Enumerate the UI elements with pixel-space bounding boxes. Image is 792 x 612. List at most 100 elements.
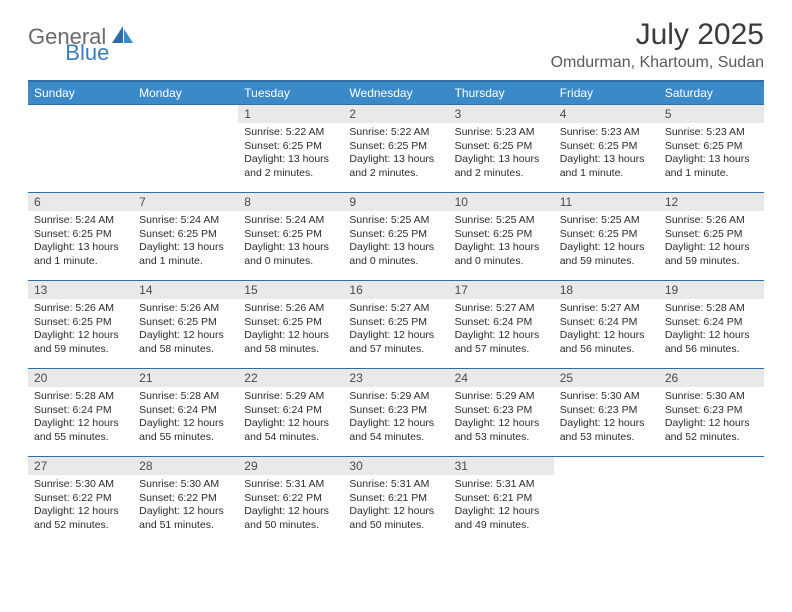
daylight-text: Daylight: 13 hours and 2 minutes. bbox=[244, 153, 337, 180]
day-cell: 16Sunrise: 5:27 AMSunset: 6:25 PMDayligh… bbox=[343, 281, 448, 369]
day-number: 11 bbox=[554, 193, 659, 211]
sunset-text: Sunset: 6:24 PM bbox=[34, 404, 127, 418]
day-number: 12 bbox=[659, 193, 764, 211]
sunset-text: Sunset: 6:24 PM bbox=[560, 316, 653, 330]
day-number: 22 bbox=[238, 369, 343, 387]
week-row: 27Sunrise: 5:30 AMSunset: 6:22 PMDayligh… bbox=[28, 457, 764, 545]
day-body: Sunrise: 5:26 AMSunset: 6:25 PMDaylight:… bbox=[238, 299, 343, 361]
daylight-text: Daylight: 12 hours and 50 minutes. bbox=[349, 505, 442, 532]
day-body: Sunrise: 5:31 AMSunset: 6:21 PMDaylight:… bbox=[449, 475, 554, 537]
daylight-text: Daylight: 13 hours and 0 minutes. bbox=[244, 241, 337, 268]
day-body: Sunrise: 5:23 AMSunset: 6:25 PMDaylight:… bbox=[554, 123, 659, 185]
sunset-text: Sunset: 6:22 PM bbox=[34, 492, 127, 506]
daylight-text: Daylight: 12 hours and 59 minutes. bbox=[665, 241, 758, 268]
sunrise-text: Sunrise: 5:26 AM bbox=[244, 302, 337, 316]
sunset-text: Sunset: 6:22 PM bbox=[244, 492, 337, 506]
sunrise-text: Sunrise: 5:30 AM bbox=[560, 390, 653, 404]
day-body: Sunrise: 5:31 AMSunset: 6:21 PMDaylight:… bbox=[343, 475, 448, 537]
day-header-sat: Saturday bbox=[659, 81, 764, 105]
day-cell: 24Sunrise: 5:29 AMSunset: 6:23 PMDayligh… bbox=[449, 369, 554, 457]
day-cell bbox=[28, 105, 133, 193]
sunrise-text: Sunrise: 5:24 AM bbox=[244, 214, 337, 228]
daylight-text: Daylight: 13 hours and 2 minutes. bbox=[455, 153, 548, 180]
day-cell: 11 Sunrise: 5:25 AMSunset: 6:25 PMDayligh… bbox=[554, 193, 659, 281]
sunset-text: Sunset: 6:25 PM bbox=[349, 316, 442, 330]
day-body: Sunrise: 5:24 AMSunset: 6:25 PMDaylight:… bbox=[133, 211, 238, 273]
daylight-text: Daylight: 12 hours and 59 minutes. bbox=[560, 241, 653, 268]
sunset-text: Sunset: 6:21 PM bbox=[455, 492, 548, 506]
day-cell: 20Sunrise: 5:28 AMSunset: 6:24 PMDayligh… bbox=[28, 369, 133, 457]
sunset-text: Sunset: 6:24 PM bbox=[244, 404, 337, 418]
day-cell: 31Sunrise: 5:31 AMSunset: 6:21 PMDayligh… bbox=[449, 457, 554, 545]
sunrise-text: Sunrise: 5:25 AM bbox=[349, 214, 442, 228]
day-number: 26 bbox=[659, 369, 764, 387]
sunset-text: Sunset: 6:23 PM bbox=[665, 404, 758, 418]
page-header: General Blue July 2025 Omdurman, Khartou… bbox=[28, 18, 764, 72]
daylight-text: Daylight: 12 hours and 56 minutes. bbox=[560, 329, 653, 356]
day-body: Sunrise: 5:30 AMSunset: 6:23 PMDaylight:… bbox=[659, 387, 764, 449]
day-body: Sunrise: 5:27 AMSunset: 6:25 PMDaylight:… bbox=[343, 299, 448, 361]
day-cell: 28Sunrise: 5:30 AMSunset: 6:22 PMDayligh… bbox=[133, 457, 238, 545]
day-cell bbox=[659, 457, 764, 545]
day-number: 24 bbox=[449, 369, 554, 387]
daylight-text: Daylight: 12 hours and 58 minutes. bbox=[244, 329, 337, 356]
day-number: 7 bbox=[133, 193, 238, 211]
sunrise-text: Sunrise: 5:30 AM bbox=[34, 478, 127, 492]
sunrise-text: Sunrise: 5:28 AM bbox=[665, 302, 758, 316]
sunrise-text: Sunrise: 5:31 AM bbox=[349, 478, 442, 492]
sunset-text: Sunset: 6:25 PM bbox=[244, 316, 337, 330]
sunrise-text: Sunrise: 5:22 AM bbox=[244, 126, 337, 140]
day-cell: 2Sunrise: 5:22 AMSunset: 6:25 PMDaylight… bbox=[343, 105, 448, 193]
daylight-text: Daylight: 12 hours and 54 minutes. bbox=[244, 417, 337, 444]
daylight-text: Daylight: 13 hours and 1 minute. bbox=[139, 241, 232, 268]
daylight-text: Daylight: 12 hours and 55 minutes. bbox=[34, 417, 127, 444]
day-header-row: Sunday Monday Tuesday Wednesday Thursday… bbox=[28, 81, 764, 105]
day-number: 1 bbox=[238, 105, 343, 123]
sunrise-text: Sunrise: 5:27 AM bbox=[349, 302, 442, 316]
logo-sail-icon bbox=[112, 26, 134, 49]
sunset-text: Sunset: 6:24 PM bbox=[139, 404, 232, 418]
day-number: 27 bbox=[28, 457, 133, 475]
day-header-tue: Tuesday bbox=[238, 81, 343, 105]
day-body: Sunrise: 5:31 AMSunset: 6:22 PMDaylight:… bbox=[238, 475, 343, 537]
day-cell: 25Sunrise: 5:30 AMSunset: 6:23 PMDayligh… bbox=[554, 369, 659, 457]
day-body: Sunrise: 5:22 AMSunset: 6:25 PMDaylight:… bbox=[343, 123, 448, 185]
logo: General Blue bbox=[28, 24, 179, 50]
sunrise-text: Sunrise: 5:25 AM bbox=[560, 214, 653, 228]
location-text: Omdurman, Khartoum, Sudan bbox=[551, 54, 764, 72]
day-body: Sunrise: 5:30 AMSunset: 6:23 PMDaylight:… bbox=[554, 387, 659, 449]
day-number: 20 bbox=[28, 369, 133, 387]
week-row: 20Sunrise: 5:28 AMSunset: 6:24 PMDayligh… bbox=[28, 369, 764, 457]
sunrise-text: Sunrise: 5:23 AM bbox=[560, 126, 653, 140]
daylight-text: Daylight: 13 hours and 2 minutes. bbox=[349, 153, 442, 180]
sunset-text: Sunset: 6:24 PM bbox=[455, 316, 548, 330]
sunset-text: Sunset: 6:24 PM bbox=[665, 316, 758, 330]
sunset-text: Sunset: 6:25 PM bbox=[139, 316, 232, 330]
sunrise-text: Sunrise: 5:24 AM bbox=[139, 214, 232, 228]
day-cell: 4Sunrise: 5:23 AMSunset: 6:25 PMDaylight… bbox=[554, 105, 659, 193]
sunset-text: Sunset: 6:25 PM bbox=[560, 140, 653, 154]
sunset-text: Sunset: 6:25 PM bbox=[560, 228, 653, 242]
sunset-text: Sunset: 6:25 PM bbox=[665, 228, 758, 242]
day-cell: 8Sunrise: 5:24 AMSunset: 6:25 PMDaylight… bbox=[238, 193, 343, 281]
daylight-text: Daylight: 13 hours and 1 minute. bbox=[560, 153, 653, 180]
sunrise-text: Sunrise: 5:23 AM bbox=[455, 126, 548, 140]
day-body: Sunrise: 5:23 AMSunset: 6:25 PMDaylight:… bbox=[659, 123, 764, 185]
daylight-text: Daylight: 12 hours and 52 minutes. bbox=[665, 417, 758, 444]
day-number: 3 bbox=[449, 105, 554, 123]
day-cell: 23Sunrise: 5:29 AMSunset: 6:23 PMDayligh… bbox=[343, 369, 448, 457]
day-cell: 15Sunrise: 5:26 AMSunset: 6:25 PMDayligh… bbox=[238, 281, 343, 369]
day-number: 31 bbox=[449, 457, 554, 475]
day-number: 14 bbox=[133, 281, 238, 299]
day-cell: 7Sunrise: 5:24 AMSunset: 6:25 PMDaylight… bbox=[133, 193, 238, 281]
logo-text-blue: Blue bbox=[65, 40, 109, 66]
day-body: Sunrise: 5:30 AMSunset: 6:22 PMDaylight:… bbox=[133, 475, 238, 537]
sunrise-text: Sunrise: 5:26 AM bbox=[665, 214, 758, 228]
daylight-text: Daylight: 12 hours and 53 minutes. bbox=[560, 417, 653, 444]
day-body: Sunrise: 5:27 AMSunset: 6:24 PMDaylight:… bbox=[449, 299, 554, 361]
day-body: Sunrise: 5:23 AMSunset: 6:25 PMDaylight:… bbox=[449, 123, 554, 185]
sunrise-text: Sunrise: 5:27 AM bbox=[560, 302, 653, 316]
day-number: 21 bbox=[133, 369, 238, 387]
sunrise-text: Sunrise: 5:24 AM bbox=[34, 214, 127, 228]
sunrise-text: Sunrise: 5:22 AM bbox=[349, 126, 442, 140]
